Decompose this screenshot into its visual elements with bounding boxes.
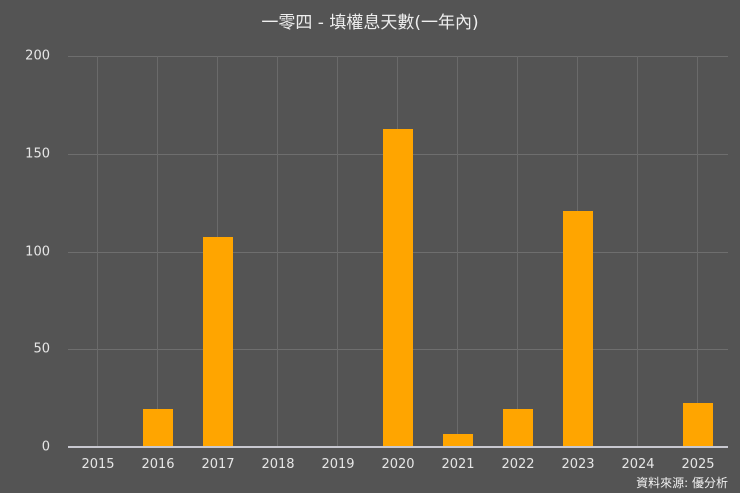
x-tick-label: 2024: [621, 457, 655, 472]
bar-2023: [563, 211, 593, 446]
x-tick-label: 2022: [501, 457, 535, 472]
x-tick-label: 2025: [681, 457, 715, 472]
x-tick-label: 2021: [441, 457, 475, 472]
y-tick-label: 50: [33, 341, 50, 357]
chart-title: 一零四 - 填權息天數(一年內): [261, 13, 479, 33]
bar-2022: [503, 408, 533, 446]
h-gridline: [68, 56, 728, 57]
x-tick-label: 2017: [201, 457, 235, 472]
x-tick-label: 2016: [141, 457, 175, 472]
x-tick-label: 2023: [561, 457, 595, 472]
x-tick-label: 2019: [321, 457, 355, 472]
bar-2017: [203, 236, 233, 446]
y-tick-label: 100: [25, 244, 50, 259]
v-gridline: [637, 56, 638, 447]
v-gridline: [697, 56, 698, 447]
v-gridline: [337, 56, 338, 447]
source-annotation: 資料來源: 優分析: [636, 476, 728, 490]
y-tick-label: 0: [41, 439, 50, 455]
x-tick-label: 2015: [81, 457, 115, 472]
x-tick-label: 2018: [261, 457, 295, 472]
bar-2025: [683, 403, 713, 446]
v-gridline: [157, 56, 158, 447]
x-axis-baseline: [68, 446, 728, 448]
x-tick-label: 2020: [381, 457, 415, 472]
y-tick-label: 200: [25, 48, 50, 64]
bar-2020: [383, 129, 413, 446]
bar-2016: [143, 408, 173, 446]
v-gridline: [517, 56, 518, 447]
plot-area: [68, 56, 728, 448]
v-gridline: [277, 56, 278, 447]
v-gridline: [97, 56, 98, 447]
v-gridline: [457, 56, 458, 447]
y-tick-label: 150: [25, 146, 50, 162]
bar-2021: [443, 434, 473, 446]
